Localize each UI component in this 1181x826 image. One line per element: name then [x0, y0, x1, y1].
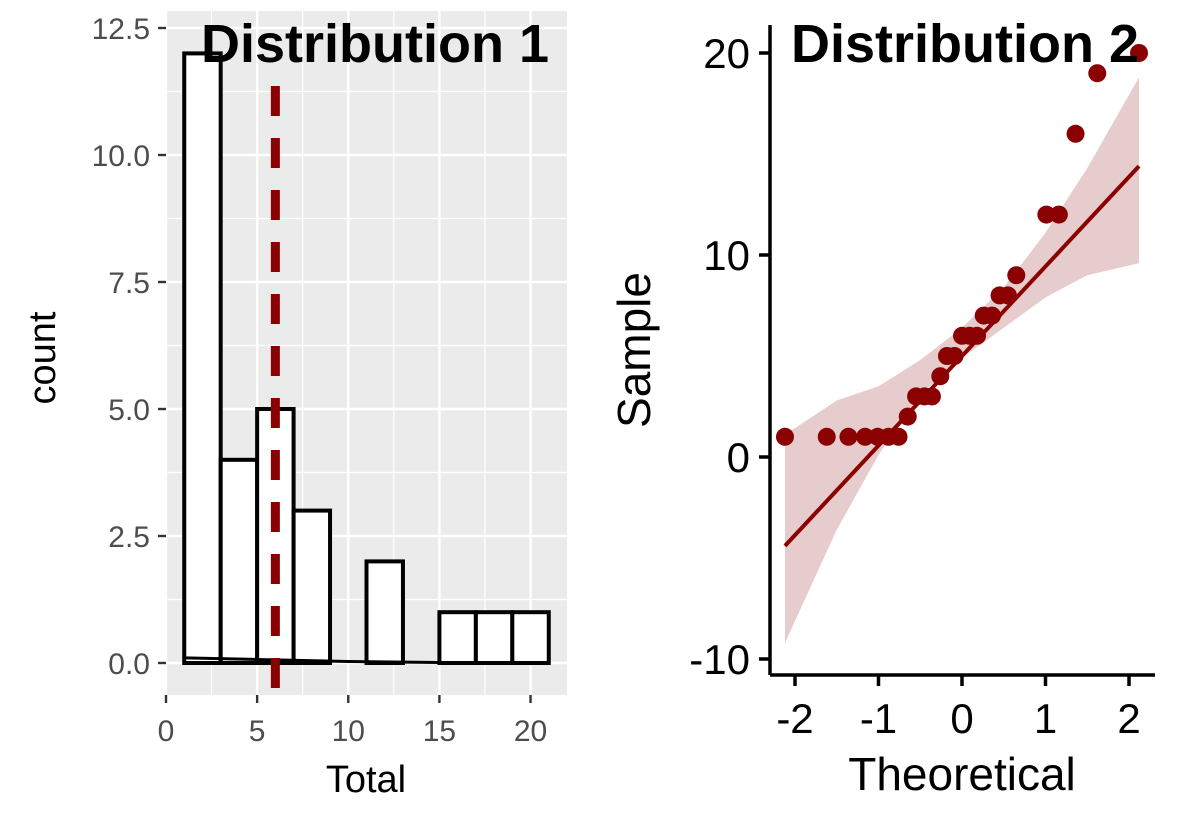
panel1-title: Distribution 1	[201, 14, 549, 74]
qq-point	[839, 427, 858, 446]
histogram-bar	[510, 610, 551, 666]
panel2-x-tick-label: 1	[1034, 695, 1057, 742]
panel1-x-tick-label: 0	[158, 715, 175, 748]
panel1-y-tick-label: 12.5	[92, 13, 150, 46]
qq-point	[775, 427, 794, 446]
panel1-y-tick-label: 2.5	[108, 521, 150, 554]
panel1-x-axis-title: Total	[326, 759, 406, 801]
panel2-y-tick-label: -10	[689, 636, 750, 683]
histogram-bar	[291, 508, 333, 665]
histogram-bar	[437, 610, 478, 666]
qq-point	[983, 306, 1002, 325]
qq-point	[922, 387, 941, 406]
panel2-x-tick-label: 2	[1117, 695, 1140, 742]
histogram-bar	[473, 610, 515, 666]
panel1-x-tick-label: 5	[249, 715, 266, 748]
panel1-y-tick-label: 5.0	[108, 394, 150, 427]
panel1-y-axis-title: count	[22, 311, 64, 404]
histogram-bar	[364, 559, 405, 666]
histogram-panel: 0.0 2.5 5.0 7.5 10.0 12.5 0 5 10 15 20	[92, 11, 567, 748]
qq-point	[1037, 205, 1056, 224]
panel1-x-tick-label: 20	[514, 715, 547, 748]
qq-point	[1007, 266, 1026, 285]
panel1-y-tick-label: 7.5	[108, 267, 150, 300]
panel2-y-tick-label: 10	[703, 232, 750, 279]
panel1-x-tick-label: 15	[423, 715, 456, 748]
qq-point	[998, 286, 1017, 305]
panel2-y-tick-label: 20	[703, 30, 750, 77]
panel1-y-tick-label: 0.0	[108, 648, 150, 681]
density-curve	[184, 656, 549, 665]
panel2-x-tick-label: -1	[860, 695, 897, 742]
qq-point	[856, 427, 875, 446]
qq-point	[889, 427, 908, 446]
panel1-y-tick-label: 10.0	[92, 140, 150, 173]
panel2-x-axis-title: Theoretical	[848, 748, 1076, 800]
qq-point	[898, 407, 917, 426]
histogram-bar	[182, 51, 223, 665]
qq-point	[1066, 124, 1085, 143]
panel2-y-axis-title: Sample	[608, 272, 660, 428]
panel2-x-tick-label: 0	[950, 695, 973, 742]
panel2-x-tick-label: -2	[776, 695, 813, 742]
panel2-title: Distribution 2	[791, 14, 1139, 74]
histogram-bar	[218, 457, 260, 665]
qq-point	[1049, 205, 1068, 224]
qq-point	[817, 427, 836, 446]
panel1-x-tick-label: 10	[332, 715, 365, 748]
qq-point	[931, 367, 950, 386]
panel2-y-tick-label: 0	[727, 434, 750, 481]
qq-point	[1130, 44, 1149, 62]
qq-point	[945, 347, 964, 365]
qq-point	[968, 326, 987, 345]
qq-point	[1088, 64, 1107, 83]
